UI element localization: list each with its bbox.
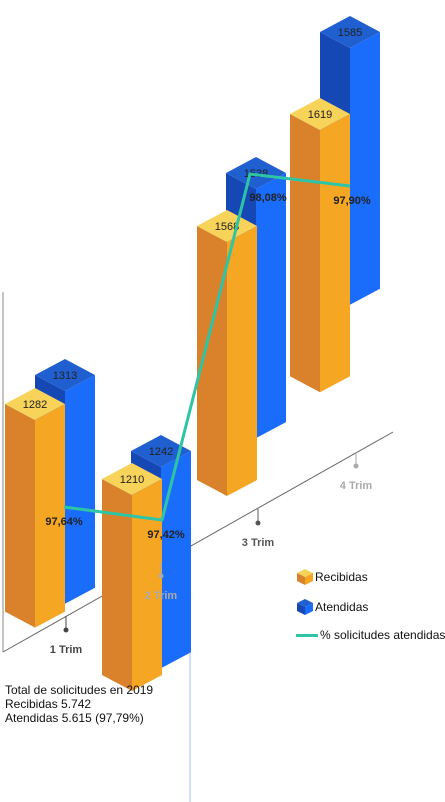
category-label-3: 3 Trim — [242, 537, 275, 549]
bar-atendidas-2-right — [161, 451, 191, 669]
percent-label-3: 98,08% — [249, 192, 287, 204]
legend-label-line: % solicitudes atendidas — [320, 628, 445, 642]
bar-recibidas-2-left — [102, 479, 132, 692]
bar-recibidas-4-right — [320, 114, 350, 393]
recibidas-cube-icon — [297, 569, 313, 585]
percent-label-4: 97,90% — [333, 195, 371, 207]
floor-line — [2, 431, 394, 653]
tick-dot-3 — [255, 520, 261, 526]
bar-label-recibidas-4: 1619 — [308, 109, 332, 121]
bar-atendidas-4-right — [350, 32, 380, 305]
bar-atendidas-1-right — [65, 375, 95, 604]
atendidas-cube-icon — [297, 599, 313, 615]
bar-label-atendidas-1: 1313 — [53, 370, 77, 382]
summary-atendidas: Atendidas 5.615 (97,79%) — [5, 711, 144, 725]
bar-recibidas-2-top — [102, 463, 162, 495]
category-label-2: 2 Trim — [145, 590, 178, 602]
summary-block: Total de solicitudes en 2019 Recibidas 5… — [5, 683, 153, 725]
bar-label-recibidas-2: 1210 — [120, 474, 144, 486]
bar-recibidas-4-top — [290, 98, 350, 130]
bar-atendidas-1-top — [35, 359, 95, 391]
summary-title: Total de solicitudes en 2019 — [5, 683, 154, 697]
bar-recibidas-1-right — [35, 404, 65, 628]
bar-label-recibidas-3: 1568 — [215, 221, 239, 233]
bar-atendidas-4-top — [320, 16, 380, 48]
category-label-1: 1 Trim — [50, 644, 83, 656]
tick-dot-2 — [158, 573, 164, 579]
bar-recibidas-1-left — [5, 404, 35, 628]
percent-label-1: 97,64% — [45, 516, 83, 528]
bar-recibidas-2-right — [132, 479, 162, 692]
legend-label-atendidas: Atendidas — [315, 600, 369, 614]
bar-label-atendidas-2: 1242 — [149, 446, 173, 458]
bar-recibidas-4-left — [290, 114, 320, 393]
bar-atendidas-3-right — [256, 173, 286, 439]
summary-recibidas: Recibidas 5.742 — [5, 697, 92, 711]
bar-label-recibidas-1: 1282 — [23, 399, 47, 411]
bar-recibidas-1-top — [5, 388, 65, 420]
bar-recibidas-3-right — [227, 226, 257, 497]
percent-line — [63, 172, 351, 522]
bar-label-atendidas-4: 1585 — [338, 27, 362, 39]
bar-atendidas-3-top — [226, 157, 286, 189]
percent-label-2: 97,42% — [147, 529, 185, 541]
legend-label-recibidas: Recibidas — [315, 570, 368, 584]
line-swatch-icon — [296, 634, 318, 637]
category-label-4: 4 Trim — [340, 480, 373, 492]
tick-dot-1 — [63, 627, 69, 633]
bar-recibidas-3-top — [197, 210, 257, 242]
tick-dot-4 — [353, 463, 359, 469]
